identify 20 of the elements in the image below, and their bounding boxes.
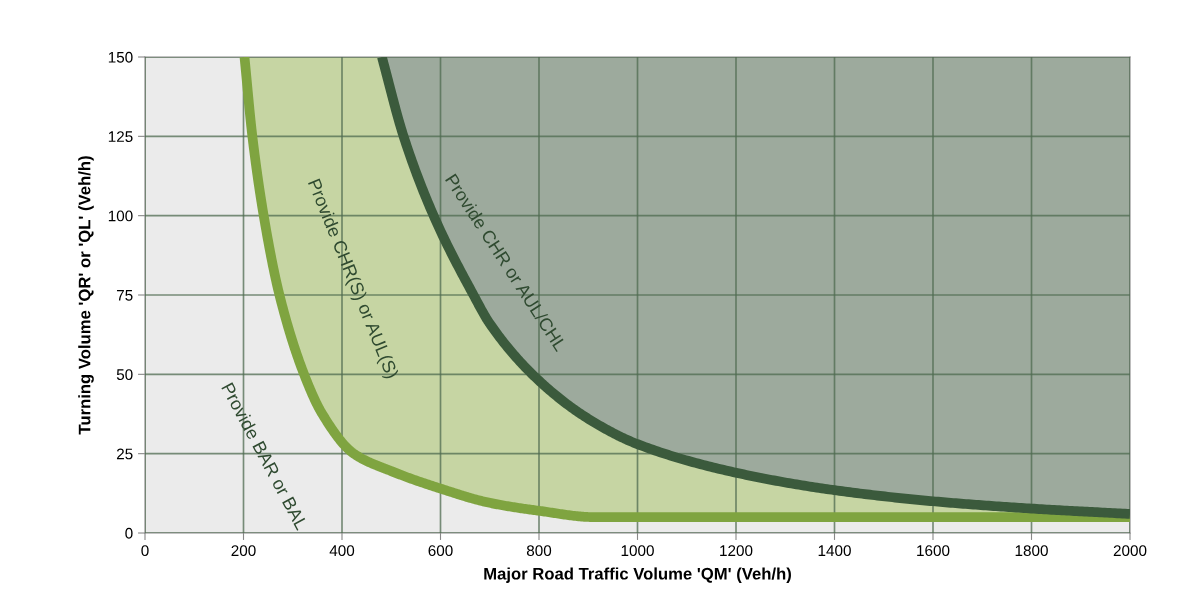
y-tick-label: 100: [108, 210, 133, 222]
x-tick-label: 1400: [818, 545, 851, 557]
x-tick-label: 400: [329, 545, 355, 557]
x-tick-label: 200: [231, 545, 256, 557]
x-tick-label: 1000: [621, 545, 654, 557]
x-tick-label: 1800: [1015, 545, 1048, 557]
x-tick-label: 2000: [1113, 545, 1147, 557]
x-tick-label: 600: [428, 545, 453, 557]
y-tick-label: 25: [116, 448, 133, 460]
y-tick-label: 125: [108, 131, 133, 143]
y-tick-label: 75: [116, 290, 133, 301]
y-tick-label: 150: [108, 51, 133, 63]
x-axis-title: Major Road Traffic Volume 'QM' (Veh/h): [484, 567, 791, 583]
y-tick-label: 50: [116, 369, 133, 381]
y-tick-label: 0: [125, 527, 133, 539]
x-tick-label: 1600: [917, 545, 950, 557]
x-tick-label: 800: [526, 545, 552, 557]
y-axis-title: Turning Volume 'QR' or 'QL' (Veh/h): [78, 156, 94, 435]
x-tick-label: 0: [141, 545, 149, 557]
x-tick-label: 1200: [720, 545, 753, 557]
